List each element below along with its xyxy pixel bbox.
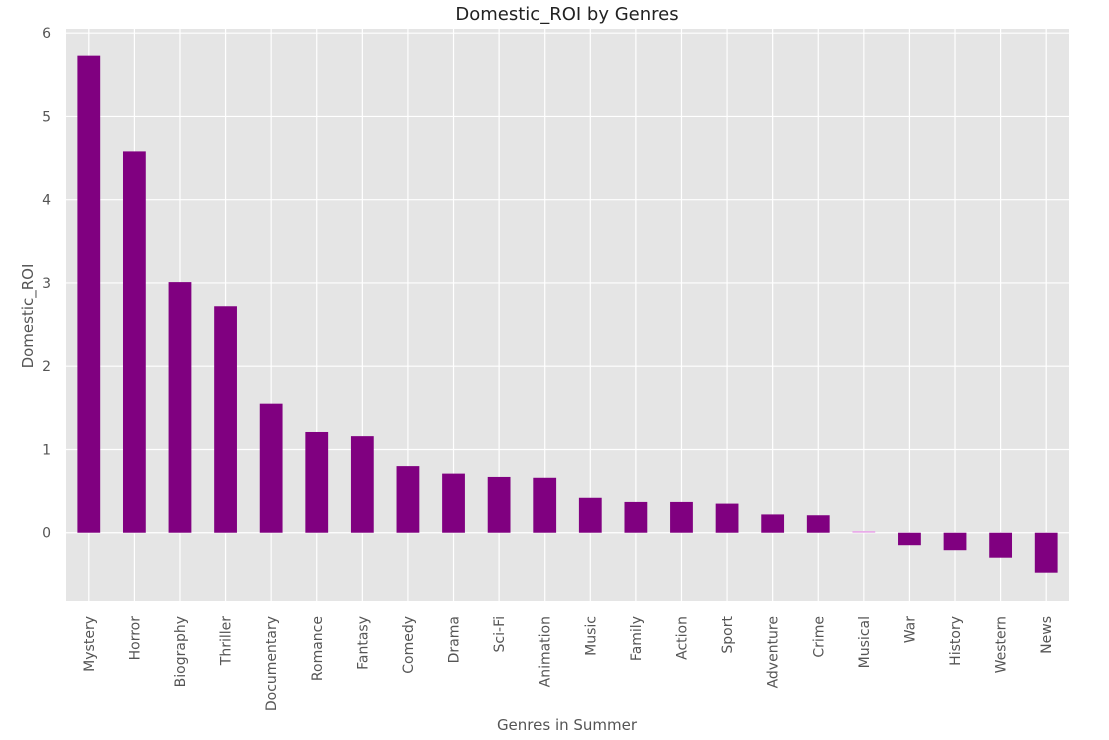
x-tick-label: History [948, 616, 964, 666]
bar-music [578, 497, 602, 533]
x-tick-label: Music [583, 616, 599, 656]
bar-comedy [396, 466, 420, 533]
x-tick-label: Crime [811, 616, 827, 658]
x-tick-label: Fantasy [355, 616, 371, 670]
bar-adventure [761, 514, 785, 533]
x-tick-label: News [1039, 616, 1055, 654]
bar-animation [533, 477, 557, 533]
bar-sport [715, 503, 739, 533]
x-tick-label: Horror [127, 616, 143, 661]
y-tick-label: 4 [42, 193, 51, 209]
x-tick-label: Western [994, 616, 1010, 673]
bar-war [898, 532, 921, 546]
bar-news [1034, 532, 1058, 573]
bar-action [670, 501, 693, 533]
x-axis-title: Genres in Summer [497, 716, 638, 734]
bar-western [989, 532, 1013, 558]
bar-sci-fi [487, 476, 511, 533]
bar-history [943, 532, 967, 551]
x-tick-label: Sport [720, 615, 736, 653]
bar-documentary [259, 403, 283, 533]
y-tick-label: 6 [42, 26, 51, 42]
x-tick-label: Family [629, 616, 645, 661]
x-tick-label: Drama [447, 616, 463, 663]
bars [77, 55, 1058, 573]
x-tick-label: Animation [538, 616, 554, 687]
x-tick-label: Adventure [766, 616, 782, 688]
x-tick-label: Musical [857, 616, 873, 668]
x-tick-label: Sci-Fi [492, 616, 508, 652]
x-tick-label: Documentary [264, 616, 280, 711]
bar-crime [806, 515, 830, 533]
y-axis-ticks: 6 5 4 3 2 1 0 [42, 26, 51, 542]
y-tick-label: 0 [42, 526, 51, 542]
bar-family [624, 501, 648, 533]
bar-fantasy [350, 436, 374, 533]
x-tick-label: War [902, 616, 918, 644]
bar-romance [305, 431, 329, 533]
bar-musical [852, 531, 876, 533]
x-tick-label: Thriller [219, 616, 235, 666]
x-axis-ticks: Mystery Horror Biography Thriller Documentar… [82, 615, 1055, 711]
bar-drama [442, 473, 465, 533]
y-tick-label: 5 [42, 109, 51, 125]
x-tick-label: Biography [173, 616, 189, 687]
bar-mystery [77, 55, 101, 533]
bar-thriller [214, 306, 237, 533]
y-tick-label: 3 [42, 276, 51, 292]
x-tick-label: Romance [310, 616, 326, 681]
x-tick-label: Action [674, 616, 690, 660]
bar-biography [168, 282, 192, 533]
chart-title: Domestic_ROI by Genres [455, 4, 678, 25]
y-tick-label: 1 [42, 442, 51, 458]
x-tick-label: Mystery [82, 616, 98, 672]
bar-horror [122, 151, 146, 533]
y-axis-title: Domestic_ROI [19, 264, 38, 369]
y-tick-label: 2 [42, 359, 51, 375]
x-tick-label: Comedy [401, 616, 417, 674]
